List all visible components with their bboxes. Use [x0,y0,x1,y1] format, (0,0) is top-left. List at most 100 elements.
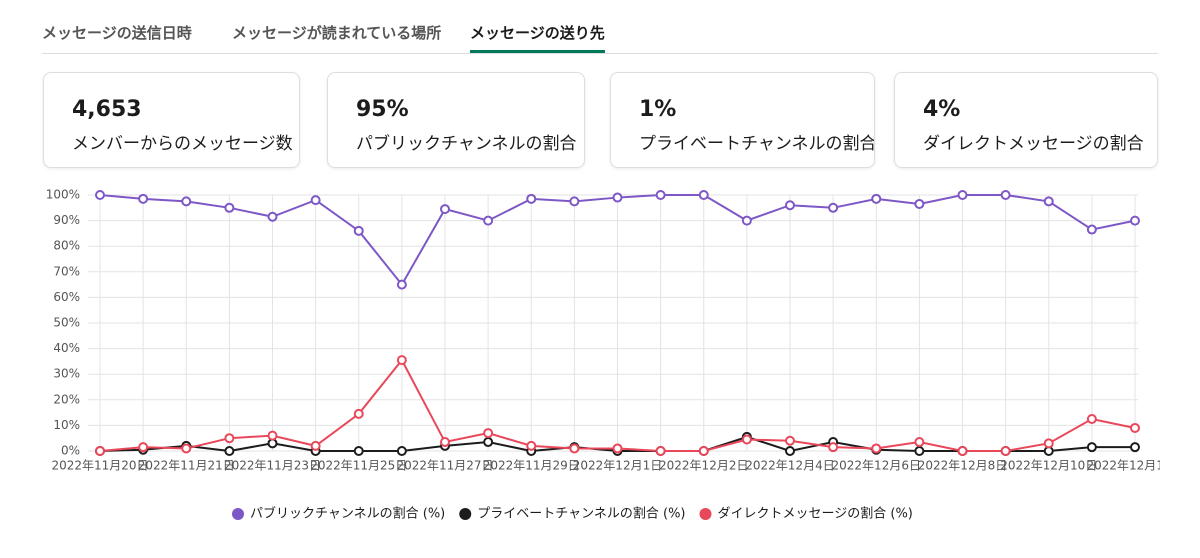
data-point [871,193,882,204]
x-tick-label: 2022年12月10日 [1000,459,1097,473]
data-point [440,437,450,448]
data-point [612,192,623,203]
data-point [698,190,709,200]
data-point [655,446,666,456]
stat-value: 4,653 [72,97,142,122]
x-tick-label: 2022年12月2日 [659,459,748,473]
data-point [353,446,364,456]
tab[interactable]: メッセージの送り先 [470,22,605,53]
data-point [1130,422,1140,433]
data-point [310,440,321,451]
x-tick-label: 2022年12月8日 [918,459,1007,473]
data-point [1000,190,1011,200]
data-point [569,443,580,454]
data-point [267,211,278,222]
legend-marker [459,508,472,520]
y-tick-label: 20% [53,392,80,406]
data-point [181,196,192,207]
legend-label: パブリックチャンネルの割合 (%) [250,506,445,522]
legend-label: ダイレクトメッセージの割合 (%) [718,506,913,522]
data-point [655,190,666,200]
data-point [396,355,407,366]
data-point [1043,438,1054,449]
x-tick-label: 2022年11月20日 [51,459,148,473]
tab[interactable]: メッセージの送信日時 [42,24,192,42]
data-point [698,446,709,456]
data-point [483,437,494,448]
data-point [181,443,192,454]
x-tick-label: 2022年12月1日 [573,459,662,473]
data-point [224,202,235,213]
data-point [785,435,795,446]
stat-card: 95% パブリックチャンネルの割合 [327,72,585,168]
data-point [741,434,752,445]
x-tick-label: 2022年11月25日 [310,459,407,473]
stat-label: パブリックチャンネルの割合 [356,134,577,154]
x-tick-label: 2022年12月4日 [745,459,834,473]
y-tick-label: 50% [53,316,80,330]
x-tick-label: 2022年11月21日 [138,459,235,473]
data-point [1130,215,1140,226]
legend: パブリックチャンネルの割合 (%) プライベートチャンネルの割合 (%) ダイレクト… [232,506,913,522]
data-point [1000,446,1011,456]
data-point [1043,196,1054,207]
data-point [828,442,839,453]
data-point [483,215,494,226]
y-tick-label: 40% [53,341,80,355]
data-point [871,443,882,454]
stat-value: 1% [639,97,677,122]
data-point [138,193,149,204]
data-point [526,193,537,204]
data-point [95,190,105,200]
data-point [138,442,149,453]
data-point [396,446,407,456]
data-point [957,446,968,456]
x-tick-label: 2022年12月6日 [832,459,921,473]
y-tick-label: 100% [46,188,80,202]
data-point [785,446,795,456]
y-tick-label: 30% [53,367,80,381]
legend-marker [699,508,712,520]
data-point [353,225,364,236]
stat-label: プライベートチャンネルの割合 [639,134,875,154]
y-tick-label: 70% [53,264,80,278]
x-tick-label: 2022年11月27日 [396,459,493,473]
data-point [612,443,623,454]
chart: 0% 10% 20% 30% 40% 50% 60% 70% 80% 90% 100% 2022年11… [46,188,1160,522]
data-point [1086,414,1097,424]
tabs: メッセージの送信日時 メッセージが読まれている場所 メッセージの送り先 [42,0,1158,54]
data-point [95,446,105,456]
stat-value: 4% [923,97,961,122]
stat-card: 4,653 メンバーからのメッセージ数 [43,72,300,168]
y-tick-label: 0% [61,444,80,458]
data-point [310,195,321,206]
stat-value: 95% [356,97,409,122]
y-tick-label: 10% [53,418,80,432]
stat-label: メンバーからのメッセージ数 [72,134,293,154]
data-point [526,440,537,451]
data-point [741,215,752,226]
data-point [483,428,494,439]
legend-label: プライベートチャンネルの割合 (%) [477,506,685,522]
stat-card: 4% ダイレクトメッセージの割合 [894,72,1158,168]
data-point [353,408,364,419]
y-tick-label: 60% [53,290,80,304]
data-point [267,430,278,441]
y-tick-label: 90% [53,213,80,227]
x-tick-label: 2022年11月23日 [224,459,321,473]
x-tick-label: 2022年11月29日 [483,459,580,473]
data-point [440,204,450,215]
data-point [1086,442,1097,453]
data-point [785,200,795,211]
stat-label: ダイレクトメッセージの割合 [923,134,1144,154]
legend-marker [232,508,244,520]
data-point [224,433,235,444]
data-point [1130,442,1140,453]
x-tick-label: 2022年12月12日 [1086,459,1160,473]
data-point [914,198,925,209]
data-point [569,196,580,207]
tab[interactable]: メッセージが読まれている場所 [232,24,442,42]
data-point [224,446,235,456]
data-point [914,446,925,456]
